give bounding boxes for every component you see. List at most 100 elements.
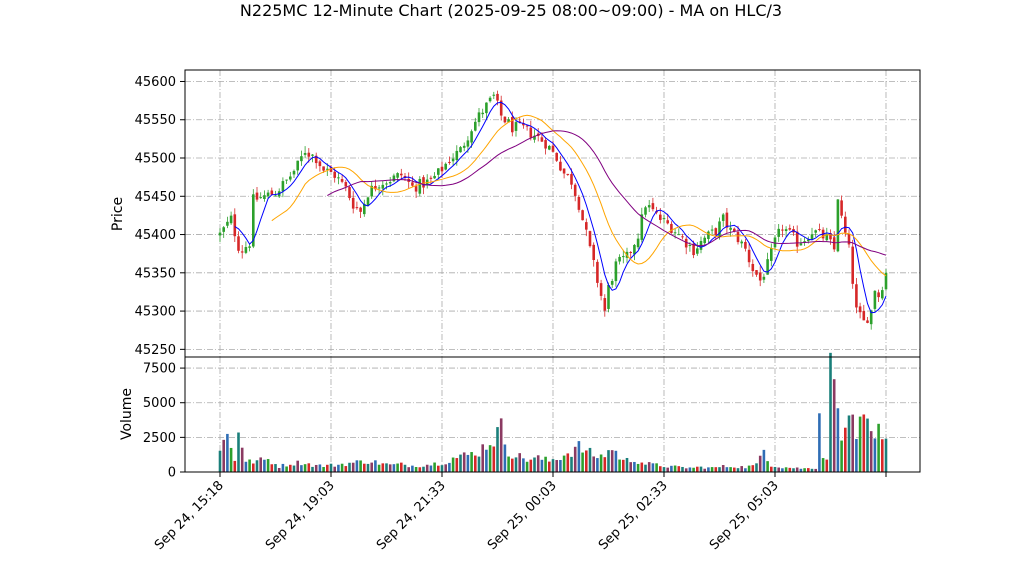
volume-bar — [777, 467, 780, 472]
volume-bar — [233, 460, 237, 472]
volume-bar — [400, 462, 403, 472]
volume-bar — [618, 459, 621, 472]
volume-bar — [289, 464, 292, 472]
volume-bar — [659, 466, 662, 472]
candle-up — [762, 276, 766, 280]
candle-down — [562, 168, 566, 174]
volume-bar — [551, 459, 555, 472]
volume-bar — [559, 460, 562, 472]
candle-down — [758, 272, 762, 281]
candle-up — [884, 272, 888, 290]
candle-up — [370, 185, 373, 197]
volume-bar — [644, 464, 647, 472]
candle-up — [610, 281, 614, 285]
volume-bar — [396, 463, 399, 472]
candle-up — [466, 140, 470, 147]
candle-up — [266, 192, 270, 197]
volume-bar — [762, 449, 766, 472]
candle-down — [570, 174, 573, 185]
volume-bar — [540, 459, 544, 472]
volume-bar — [444, 464, 447, 472]
candle-up — [396, 173, 399, 178]
volume-bar — [474, 455, 477, 472]
candle-up — [285, 179, 288, 181]
candle-up — [218, 232, 222, 236]
candle-down — [847, 233, 851, 245]
volume-bar — [296, 460, 299, 472]
candle-down — [544, 140, 547, 149]
candle-up — [814, 230, 817, 233]
volume-bar — [677, 466, 681, 472]
candle-up — [252, 194, 255, 247]
price-tick-label: 45350 — [135, 266, 176, 281]
candle-up — [300, 156, 303, 162]
candle-down — [603, 298, 607, 311]
candle-down — [233, 214, 237, 237]
candle-down — [414, 186, 418, 192]
candle-down — [577, 196, 581, 210]
volume-bar — [707, 467, 710, 472]
candle-up — [481, 112, 484, 115]
candle-down — [496, 93, 499, 101]
candle-up — [673, 232, 677, 234]
volume-bar — [477, 456, 481, 472]
volume-bar — [226, 433, 229, 472]
volume-bar — [814, 468, 817, 472]
volume-bar — [629, 462, 632, 472]
candle-up — [633, 244, 636, 255]
candle-down — [440, 166, 444, 172]
volume-bar — [873, 438, 877, 472]
volume-bar — [740, 466, 743, 472]
candle-up — [766, 259, 769, 275]
volume-bar — [577, 441, 581, 472]
price-tick-label: 45400 — [135, 228, 176, 243]
candle-down — [862, 311, 866, 321]
volume-bar — [370, 462, 373, 472]
volume-bar — [718, 467, 721, 472]
volume-bar — [781, 468, 784, 472]
price-tick-label: 45250 — [135, 343, 176, 358]
candle-down — [448, 161, 451, 163]
volume-y-ticks: 0 2500 5000 7500 — [143, 362, 185, 481]
candle-up — [636, 238, 640, 248]
candle-down — [522, 123, 525, 126]
volume-bar — [869, 431, 873, 472]
candle-up — [873, 290, 877, 309]
volume-bar — [240, 447, 244, 472]
volume-bar — [522, 458, 525, 472]
volume-bar — [252, 463, 255, 472]
ma-line-15 — [271, 114, 887, 277]
volume-bar — [533, 457, 536, 472]
volume-bar — [725, 467, 729, 472]
volume-bar — [518, 453, 521, 472]
candle-down — [781, 229, 784, 231]
volume-bar — [466, 454, 470, 472]
candle-down — [681, 236, 684, 238]
volume-bar — [766, 461, 769, 472]
candle-down — [566, 173, 570, 175]
volume-bar — [755, 463, 758, 472]
volume-bar — [451, 457, 455, 472]
volume-bar — [566, 453, 570, 472]
volume-bar — [344, 466, 348, 472]
candle-down — [307, 152, 311, 157]
candle-up — [381, 184, 385, 189]
volume-bar — [599, 454, 603, 472]
volume-bar — [821, 458, 825, 472]
volume-bar — [355, 460, 359, 472]
candle-down — [744, 241, 747, 249]
volume-bar — [333, 466, 336, 472]
volume-bar — [862, 414, 866, 472]
candle-up — [799, 243, 803, 246]
candle-down — [659, 214, 662, 220]
volume-bar — [795, 467, 799, 472]
candle-down — [736, 232, 740, 243]
candle-down — [314, 155, 318, 164]
volume-bar — [429, 465, 433, 472]
candle-up — [869, 310, 873, 325]
candle-down — [596, 261, 599, 283]
candle-down — [832, 237, 836, 250]
volume-bar — [311, 466, 314, 472]
volume-bar — [448, 462, 451, 472]
